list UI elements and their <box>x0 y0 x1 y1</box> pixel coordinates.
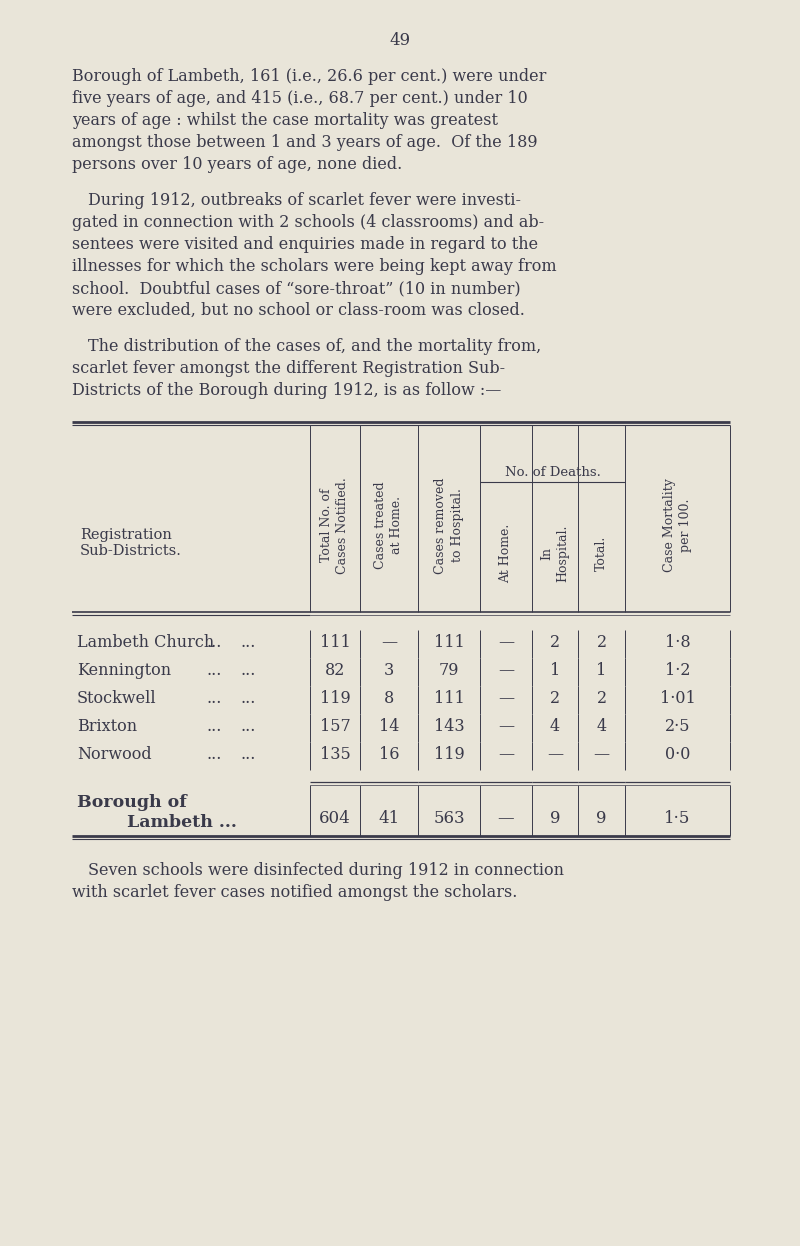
Text: Case Mortality
per 100.: Case Mortality per 100. <box>663 478 692 572</box>
Text: were excluded, but no school or class-room was closed.: were excluded, but no school or class-ro… <box>72 302 525 319</box>
Text: school.  Doubtful cases of “sore-throat” (10 in number): school. Doubtful cases of “sore-throat” … <box>72 280 521 297</box>
Text: Brixton: Brixton <box>77 718 137 735</box>
Text: —: — <box>498 634 514 650</box>
Text: 79: 79 <box>438 662 459 679</box>
Text: —: — <box>594 746 610 763</box>
Text: The distribution of the cases of, and the mortality from,: The distribution of the cases of, and th… <box>88 338 542 355</box>
Text: 8: 8 <box>384 690 394 706</box>
Text: ...: ... <box>240 718 255 735</box>
Text: Lambeth ...: Lambeth ... <box>127 814 237 831</box>
Text: 9: 9 <box>596 810 606 827</box>
Text: 111: 111 <box>434 634 464 650</box>
Text: 2: 2 <box>550 634 560 650</box>
Text: ...: ... <box>240 746 255 763</box>
Text: 119: 119 <box>434 746 464 763</box>
Text: with scarlet fever cases notified amongst the scholars.: with scarlet fever cases notified amongs… <box>72 883 518 901</box>
Text: illnesses for which the scholars were being kept away from: illnesses for which the scholars were be… <box>72 258 557 275</box>
Text: 2: 2 <box>597 690 606 706</box>
Text: Registration
Sub-Districts.: Registration Sub-Districts. <box>80 527 182 558</box>
Text: 2: 2 <box>597 634 606 650</box>
Text: 2·5: 2·5 <box>665 718 690 735</box>
Text: 157: 157 <box>320 718 350 735</box>
Text: 563: 563 <box>433 810 465 827</box>
Text: —: — <box>547 746 563 763</box>
Text: 16: 16 <box>378 746 399 763</box>
Text: gated in connection with 2 schools (4 classrooms) and ab-: gated in connection with 2 schools (4 cl… <box>72 214 544 231</box>
Text: 604: 604 <box>319 810 351 827</box>
Text: ...: ... <box>240 662 255 679</box>
Text: 143: 143 <box>434 718 464 735</box>
Text: 1: 1 <box>596 662 606 679</box>
Text: Total No. of
Cases Notified.: Total No. of Cases Notified. <box>321 477 350 574</box>
Text: 1·8: 1·8 <box>665 634 690 650</box>
Text: 2: 2 <box>550 690 560 706</box>
Text: Stockwell: Stockwell <box>77 690 157 706</box>
Text: Borough of Lambeth, 161 (i.e., 26.6 per cent.) were under: Borough of Lambeth, 161 (i.e., 26.6 per … <box>72 69 546 85</box>
Text: 4: 4 <box>597 718 606 735</box>
Text: ...: ... <box>207 690 222 706</box>
Text: five years of age, and 415 (i.e., 68.7 per cent.) under 10: five years of age, and 415 (i.e., 68.7 p… <box>72 90 528 107</box>
Text: 0·0: 0·0 <box>665 746 690 763</box>
Text: —: — <box>498 746 514 763</box>
Text: —: — <box>498 718 514 735</box>
Text: 49: 49 <box>390 32 410 49</box>
Text: 111: 111 <box>320 634 350 650</box>
Text: Lambeth Church: Lambeth Church <box>77 634 214 650</box>
Text: Cases treated
at Home.: Cases treated at Home. <box>374 482 403 569</box>
Text: 14: 14 <box>379 718 399 735</box>
Text: sentees were visited and enquiries made in regard to the: sentees were visited and enquiries made … <box>72 235 538 253</box>
Text: Total.: Total. <box>595 536 608 571</box>
Text: During 1912, outbreaks of scarlet fever were investi-: During 1912, outbreaks of scarlet fever … <box>88 192 521 209</box>
Text: 82: 82 <box>325 662 345 679</box>
Text: At Home.: At Home. <box>499 523 513 583</box>
Text: 111: 111 <box>434 690 464 706</box>
Text: No. of Deaths.: No. of Deaths. <box>505 466 601 478</box>
Text: 3: 3 <box>384 662 394 679</box>
Text: 119: 119 <box>320 690 350 706</box>
Text: 9: 9 <box>550 810 560 827</box>
Text: persons over 10 years of age, none died.: persons over 10 years of age, none died. <box>72 156 402 173</box>
Text: Cases removed
to Hospital.: Cases removed to Hospital. <box>434 477 463 573</box>
Text: 4: 4 <box>550 718 560 735</box>
Text: 135: 135 <box>320 746 350 763</box>
Text: Borough of: Borough of <box>77 794 186 811</box>
Text: ...: ... <box>240 634 255 650</box>
Text: —: — <box>498 662 514 679</box>
Text: years of age : whilst the case mortality was greatest: years of age : whilst the case mortality… <box>72 112 498 130</box>
Text: 41: 41 <box>378 810 400 827</box>
Text: Districts of the Borough during 1912, is as follow :—: Districts of the Borough during 1912, is… <box>72 383 502 399</box>
Text: —: — <box>381 634 397 650</box>
Text: 1·2: 1·2 <box>665 662 690 679</box>
Text: ...: ... <box>207 718 222 735</box>
Text: amongst those between 1 and 3 years of age.  Of the 189: amongst those between 1 and 3 years of a… <box>72 135 538 151</box>
Text: 1·5: 1·5 <box>664 810 690 827</box>
Text: —: — <box>498 690 514 706</box>
Text: scarlet fever amongst the different Registration Sub-: scarlet fever amongst the different Regi… <box>72 360 505 378</box>
Text: Norwood: Norwood <box>77 746 152 763</box>
Text: ...: ... <box>207 662 222 679</box>
Text: ...: ... <box>207 634 222 650</box>
Text: 1·01: 1·01 <box>660 690 695 706</box>
Text: ...: ... <box>240 690 255 706</box>
Text: —: — <box>498 810 514 827</box>
Text: Seven schools were disinfected during 1912 in connection: Seven schools were disinfected during 19… <box>88 862 564 878</box>
Text: Kennington: Kennington <box>77 662 171 679</box>
Text: 1: 1 <box>550 662 560 679</box>
Text: In
Hospital.: In Hospital. <box>541 525 570 582</box>
Text: ...: ... <box>207 746 222 763</box>
